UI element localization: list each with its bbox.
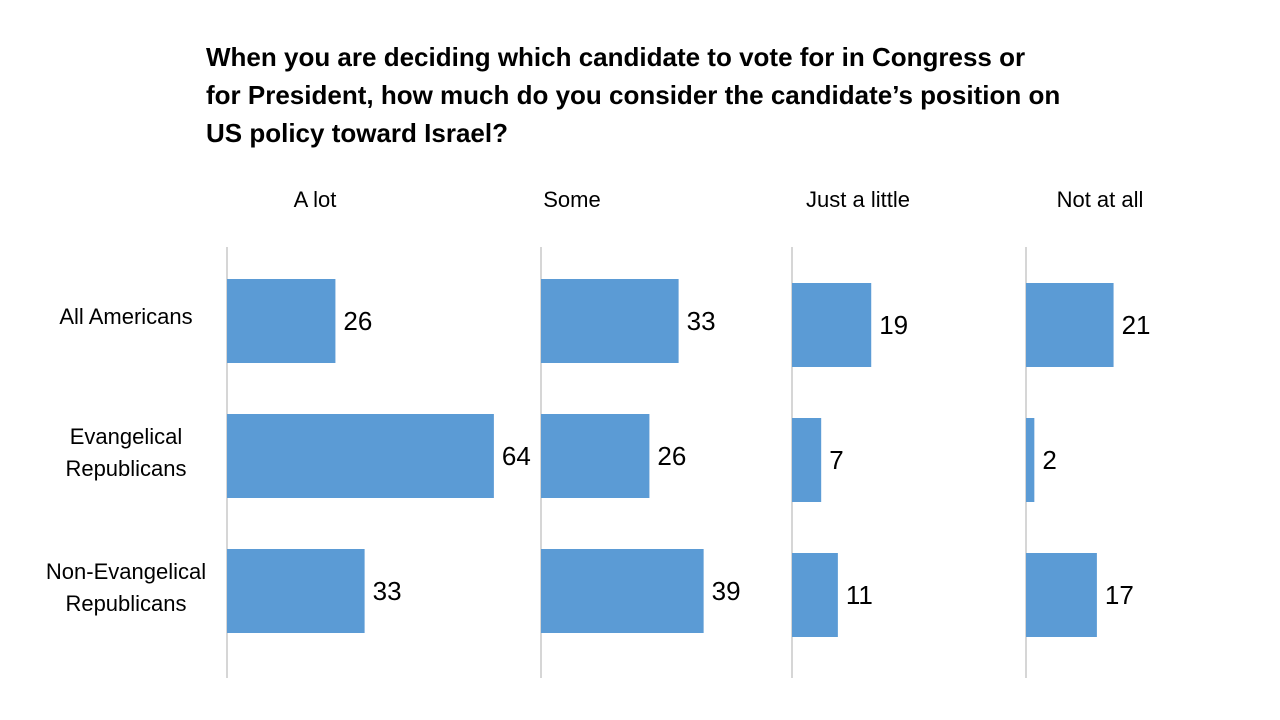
- row-label-2-line-2: Republicans: [65, 591, 186, 616]
- row-label-0-line-1: All Americans: [59, 304, 192, 329]
- series-a-lot-header: A lot: [294, 187, 337, 212]
- series-some-value-0: 33: [687, 306, 716, 336]
- series-just-a-little-bar-1: [792, 418, 822, 502]
- series-just-a-little-header: Just a little: [806, 187, 910, 212]
- chart-title-line-1: When you are deciding which candidate to…: [206, 42, 1026, 72]
- chart-title: When you are deciding which candidate to…: [206, 38, 1146, 152]
- series-a-lot-value-0: 26: [343, 306, 372, 336]
- series-some-bar-2: [541, 549, 704, 633]
- series-some-bar-1: [541, 414, 650, 498]
- row-label-1-line-2: Republicans: [65, 456, 186, 481]
- series-not-at-all-header: Not at all: [1057, 187, 1144, 212]
- series-a-lot-bar-1: [227, 414, 494, 498]
- series-a-lot-value-1: 64: [502, 441, 531, 471]
- series-just-a-little-value-1: 7: [829, 445, 843, 475]
- series-some-value-1: 26: [657, 441, 686, 471]
- chart-title-line-3: US policy toward Israel?: [206, 118, 508, 148]
- row-label-1-line-1: Evangelical: [70, 424, 183, 449]
- series-just-a-little-bar-0: [792, 283, 872, 367]
- series-not-at-all-value-2: 17: [1105, 580, 1134, 610]
- series-a-lot-bar-2: [227, 549, 365, 633]
- series-just-a-little-value-2: 11: [846, 580, 873, 610]
- series-not-at-all-bar-2: [1026, 553, 1097, 637]
- row-label-2-line-1: Non-Evangelical: [46, 559, 206, 584]
- series-a-lot-bar-0: [227, 279, 336, 363]
- series-some-bar-0: [541, 279, 679, 363]
- series-not-at-all-value-0: 21: [1122, 310, 1151, 340]
- series-not-at-all-bar-1: [1026, 418, 1035, 502]
- series-a-lot-value-2: 33: [373, 576, 402, 606]
- series-just-a-little-bar-2: [792, 553, 838, 637]
- series-some-header: Some: [543, 187, 600, 212]
- series-not-at-all-bar-0: [1026, 283, 1114, 367]
- series-not-at-all-value-1: 2: [1042, 445, 1056, 475]
- series-some-value-2: 39: [712, 576, 741, 606]
- series-just-a-little-value-0: 19: [879, 310, 908, 340]
- chart-title-line-2: for President, how much do you consider …: [206, 80, 1061, 110]
